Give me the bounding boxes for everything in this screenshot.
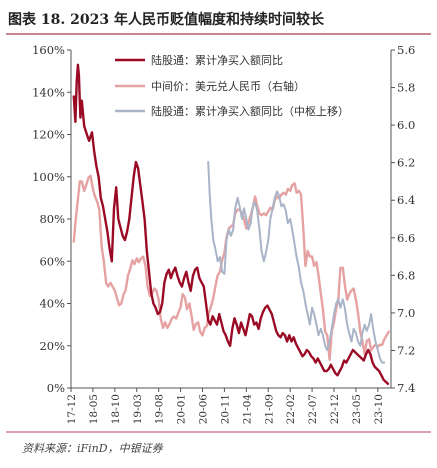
- x-tick-label: 18-05: [88, 394, 100, 424]
- x-tick-label: 17-12: [66, 394, 78, 424]
- series-line-usdcny: [72, 174, 390, 361]
- left-tick-label: 120%: [32, 128, 65, 142]
- x-tick-label: 19-08: [154, 394, 166, 424]
- x-tick-label: 23-10: [373, 394, 385, 424]
- left-tick-label: 80%: [39, 212, 65, 226]
- x-tick-label: 22-02: [285, 394, 297, 424]
- plot-area: 0% 20% 40% 60% 80% 100% 120% 140% 160% 5.6 5.8 6.0…: [32, 43, 415, 424]
- legend-label-northbound-shifted: 陆股通：累计净买入额同比（中枢上移）: [151, 104, 349, 118]
- legend: 陆股通：累计净买入额同比 中间价：美元兑人民币（右轴） 陆股通：累计净买入额同比…: [115, 53, 349, 118]
- left-tick-label: 0%: [47, 381, 65, 395]
- x-tick-label: 20-01: [176, 394, 188, 424]
- right-tick-label: 6.8: [397, 268, 415, 282]
- x-tick-label: 23-05: [351, 394, 363, 424]
- right-tick-label: 6.0: [397, 118, 415, 132]
- right-tick-label: 5.8: [397, 81, 415, 95]
- right-axis-ticks: 5.6 5.8 6.0 6.2 6.4 6.6 6.8 7.0 7.2 7.4: [391, 43, 415, 395]
- left-tick-label: 160%: [32, 43, 65, 57]
- legend-label-northbound: 陆股通：累计净买入额同比: [151, 53, 283, 67]
- right-tick-label: 7.0: [397, 306, 415, 320]
- series-layer: [72, 63, 390, 385]
- right-tick-label: 6.6: [397, 231, 415, 245]
- left-tick-label: 140%: [32, 85, 65, 99]
- x-tick-label: 21-09: [263, 394, 275, 424]
- series-line-northbound-shifted: [207, 161, 386, 364]
- x-tick-label: 20-06: [198, 394, 210, 425]
- left-tick-label: 40%: [39, 297, 65, 311]
- left-tick-label: 20%: [39, 339, 65, 353]
- right-tick-label: 7.4: [397, 381, 415, 395]
- right-tick-label: 7.2: [397, 343, 415, 357]
- x-axis-ticks: 17-12 18-05 18-10 19-03 19-08 20-01 20-06 20-11…: [66, 388, 385, 424]
- left-axis-ticks: 0% 20% 40% 60% 80% 100% 120% 140% 160%: [32, 43, 71, 395]
- series-line-northbound: [72, 63, 390, 385]
- x-tick-label: 22-07: [307, 394, 319, 424]
- right-tick-label: 6.2: [397, 156, 415, 170]
- x-tick-label: 21-04: [241, 394, 253, 425]
- chart-title: 图表 18. 2023 年人民币贬值幅度和持续时间较长: [8, 11, 325, 28]
- x-tick-label: 22-12: [329, 394, 341, 424]
- legend-item-northbound-shifted: 陆股通：累计净买入额同比（中枢上移）: [115, 104, 349, 118]
- left-tick-label: 60%: [39, 254, 65, 268]
- right-tick-label: 6.4: [397, 193, 415, 207]
- source-note: 资料来源：iFinD，中银证券: [22, 442, 164, 455]
- right-tick-label: 5.6: [397, 43, 415, 57]
- left-tick-label: 100%: [32, 170, 65, 184]
- legend-label-usdcny: 中间价：美元兑人民币（右轴）: [151, 79, 305, 93]
- x-tick-label: 19-03: [132, 394, 144, 424]
- legend-item-usdcny: 中间价：美元兑人民币（右轴）: [115, 79, 305, 93]
- x-tick-label: 18-10: [110, 394, 122, 424]
- legend-item-northbound: 陆股通：累计净买入额同比: [115, 53, 283, 67]
- x-tick-label: 20-11: [219, 394, 231, 424]
